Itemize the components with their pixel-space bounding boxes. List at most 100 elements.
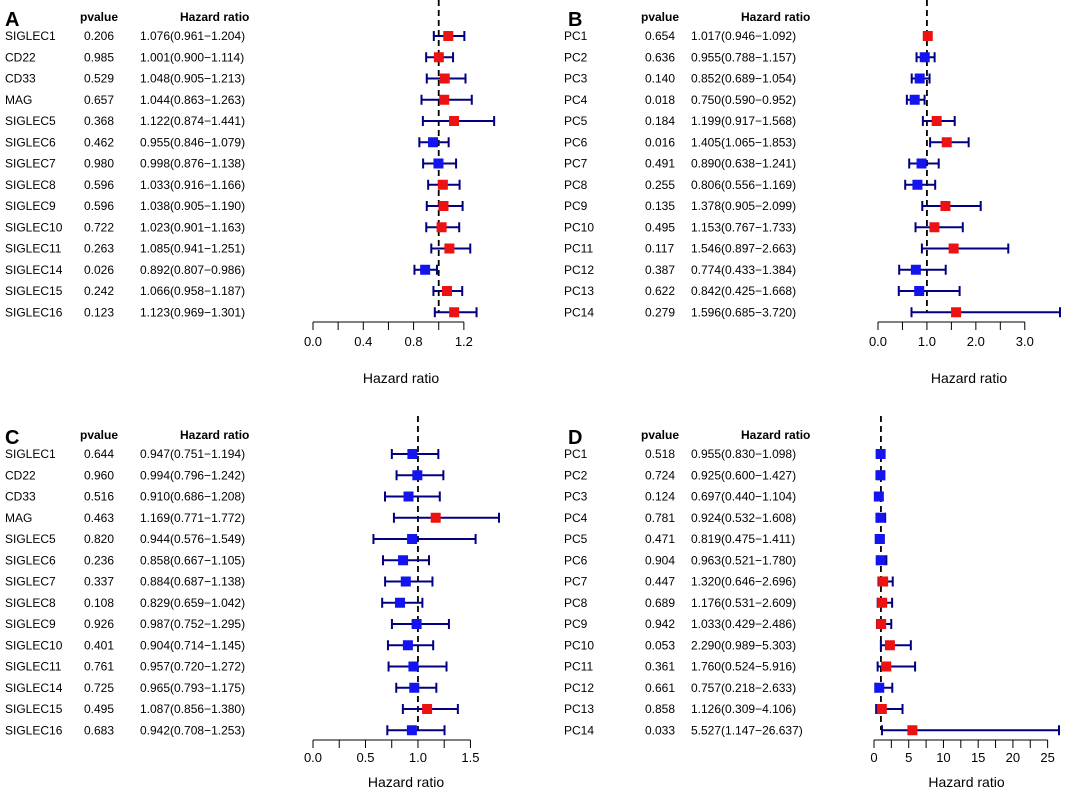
row-pvalue: 0.689 [645,596,675,610]
row-pvalue: 0.495 [84,702,114,716]
row-pvalue: 0.495 [645,220,675,234]
row-pvalue: 0.491 [645,157,675,171]
row-name: SIGLEC1 [5,447,56,461]
row-name: PC2 [564,468,588,482]
hr-point [407,449,418,459]
panel-c-row-siglec9: SIGLEC9 0.926 0.987(0.752−1.295) [5,617,450,631]
row-pvalue: 0.361 [645,660,675,674]
panel-a-row-siglec1: SIGLEC1 0.206 1.076(0.961−1.204) [5,29,466,43]
hr-point [449,116,460,126]
panel-c-row-cd22: CD22 0.960 0.994(0.796−1.242) [5,468,445,482]
hr-point [941,137,952,148]
row-pvalue: 0.904 [645,553,675,567]
row-name: PC1 [564,29,588,43]
hr-point [875,449,886,459]
row-name: SIGLEC16 [5,723,63,737]
hr-point [940,201,951,211]
row-pvalue: 0.368 [84,114,114,128]
hr-point [948,243,959,254]
panel-c-hr-header: Hazard ratio [180,428,249,442]
hr-point [443,31,454,41]
row-pvalue: 0.401 [84,638,114,652]
row-hazard-ratio-text: 0.750(0.590−0.952) [691,93,796,107]
panel-b-row-pc1: PC1 0.654 1.017(0.946−1.092) [564,29,933,43]
panel-d-pvalue-header: pvalue [641,428,679,442]
row-hazard-ratio-text: 0.842(0.425−1.668) [691,284,796,298]
x-tick-label: 1.0 [409,750,427,765]
row-name: PC5 [564,114,588,128]
row-name: SIGLEC7 [5,157,56,171]
row-pvalue: 0.596 [84,199,114,213]
panel-a-x-axis-label: Hazard ratio [363,370,439,386]
panel-d-row-pc2: PC2 0.724 0.925(0.600−1.427) [564,468,886,482]
row-name: SIGLEC5 [5,114,56,128]
hr-point [909,94,920,105]
row-hazard-ratio-text: 0.924(0.532−1.608) [691,511,796,525]
row-hazard-ratio-text: 1.038(0.905−1.190) [140,199,245,213]
panel-b-hr-header: Hazard ratio [741,10,810,24]
row-pvalue: 0.236 [84,553,114,567]
panel-c-row-siglec8: SIGLEC8 0.108 0.829(0.659−1.042) [5,596,424,610]
panel-a-row-siglec7: SIGLEC7 0.980 0.998(0.876−1.138) [5,157,458,171]
row-hazard-ratio-text: 1.066(0.958−1.187) [140,284,245,298]
row-name: PC11 [564,660,593,674]
x-tick-label: 0.8 [405,334,423,349]
row-pvalue: 0.016 [645,135,675,149]
panel-a-row-siglec5: SIGLEC5 0.368 1.122(0.874−1.441) [5,114,496,128]
row-name: PC10 [564,220,594,234]
hr-point [922,31,933,41]
hr-point [400,576,411,587]
hr-point [412,470,423,481]
x-tick-label: 3.0 [1016,334,1034,349]
panel-c-row-siglec10: SIGLEC10 0.401 0.904(0.714−1.145) [5,638,435,652]
hr-point [449,307,460,318]
panel-b-x-axis-label: Hazard ratio [931,370,1007,386]
row-pvalue: 0.124 [645,490,675,504]
row-name: PC6 [564,135,588,149]
row-hazard-ratio-text: 0.955(0.830−1.098) [691,447,796,461]
row-name: CD33 [5,72,36,86]
panel-a-hr-header: Hazard ratio [180,10,249,24]
row-name: SIGLEC15 [5,284,63,298]
hr-point [442,286,453,296]
row-name: PC2 [564,50,588,64]
hr-point [439,73,450,84]
panel-a-row-siglec6: SIGLEC6 0.462 0.955(0.846−1.079) [5,135,450,149]
hr-point [884,640,895,651]
hr-point [439,94,450,105]
panel-c-pvalue-header: pvalue [80,428,118,442]
row-pvalue: 0.661 [645,681,675,695]
panel-a-label: A [5,9,19,31]
row-pvalue: 0.622 [645,284,675,298]
row-name: PC8 [564,596,588,610]
row-pvalue: 0.387 [645,263,675,277]
x-tick-label: 25 [1040,750,1054,765]
row-pvalue: 0.529 [84,72,114,86]
row-hazard-ratio-text: 0.947(0.751−1.194) [140,447,245,461]
hr-point [408,661,419,672]
x-tick-label: 0.4 [354,334,372,349]
panel-c-row-siglec5: SIGLEC5 0.820 0.944(0.576−1.549) [5,532,477,546]
panel-d-row-pc11: PC11 0.361 1.760(0.524−5.916) [564,660,917,674]
panel-a-row-cd33: CD33 0.529 1.048(0.905−1.213) [5,72,467,86]
row-pvalue: 0.858 [645,702,675,716]
panel-b-row-pc5: PC5 0.184 1.199(0.917−1.568) [564,114,956,128]
row-name: PC14 [564,305,594,319]
hr-point [875,470,886,481]
row-hazard-ratio-text: 1.596(0.685−3.720) [691,305,796,319]
panel-b-row-pc3: PC3 0.140 0.852(0.689−1.054) [564,72,931,86]
panel-d-hr-header: Hazard ratio [741,428,810,442]
panel-a-row-siglec9: SIGLEC9 0.596 1.038(0.905−1.190) [5,199,464,213]
hr-point [875,555,886,566]
row-name: SIGLEC9 [5,617,56,631]
row-pvalue: 0.123 [84,305,114,319]
row-hazard-ratio-text: 1.048(0.905−1.213) [140,72,245,86]
row-pvalue: 0.135 [645,199,675,213]
row-name: PC5 [564,532,588,546]
row-name: PC6 [564,553,588,567]
row-name: PC8 [564,178,588,192]
row-hazard-ratio-text: 1.044(0.863−1.263) [140,93,245,107]
row-name: PC12 [564,263,594,277]
x-tick-label: 10 [936,750,950,765]
panel-d-row-pc3: PC3 0.124 0.697(0.440−1.104) [564,490,884,504]
